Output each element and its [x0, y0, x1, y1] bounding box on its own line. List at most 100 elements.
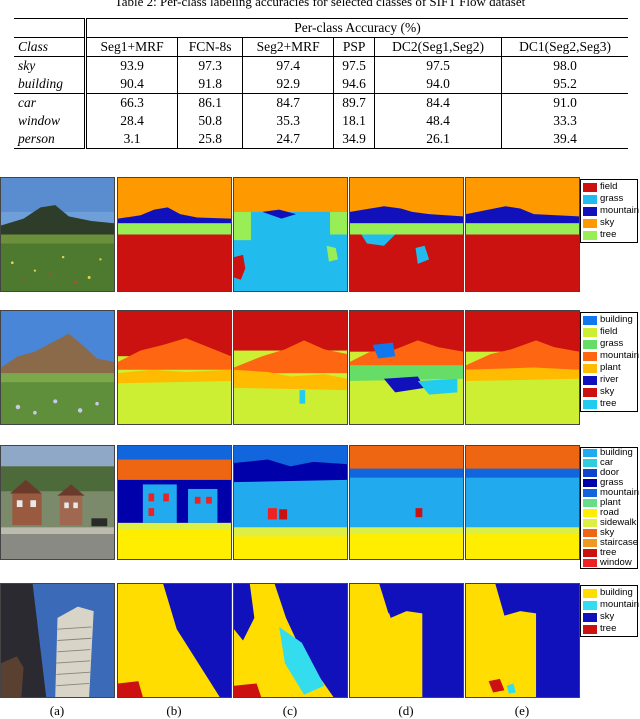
col-header-dc1: DC1(Seg2,Seg3): [501, 37, 628, 57]
legend-item: sky: [583, 528, 635, 538]
legend-item: sidewalk: [583, 518, 636, 528]
legend-item: car: [583, 458, 635, 468]
row-class: building: [14, 75, 87, 94]
legend-swatch: [583, 194, 597, 204]
cell: 97.5: [374, 56, 502, 75]
col-header-dc2: DC2(Seg1,Seg2): [374, 37, 502, 57]
legend-item: building: [583, 314, 635, 326]
legend-swatch: [583, 375, 597, 385]
cell: 34.9: [333, 130, 375, 149]
cell: 33.3: [501, 112, 628, 130]
cell: 97.4: [242, 56, 334, 75]
legend-swatch: [583, 612, 597, 622]
seg-map-e: [465, 177, 580, 292]
cell: 86.1: [177, 93, 243, 112]
legend-row-1: field grass mountain sky tree: [580, 179, 639, 243]
legend-swatch: [583, 399, 597, 409]
legend-swatch: [583, 529, 597, 537]
seg-map-d: [349, 310, 464, 425]
legend-row-2: building field grass mountain plant rive…: [580, 312, 639, 412]
cell: 25.8: [177, 130, 243, 149]
legend-item: sky: [583, 611, 635, 623]
legend-item: sky: [583, 217, 635, 229]
legend-row-3: building car door grass mountain plant r…: [580, 447, 639, 569]
legend-swatch: [583, 218, 597, 228]
panel-label-d: (d): [398, 703, 414, 718]
seg-map-c: [233, 177, 348, 292]
seg-map-c: [233, 583, 348, 698]
cell: 26.1: [374, 130, 502, 149]
cell: 66.3: [120, 95, 144, 110]
seg-map-e: [465, 310, 580, 425]
input-photo-flatirons: [0, 310, 115, 425]
legend-item: field: [583, 326, 635, 338]
legend-item: building: [583, 587, 635, 599]
cell: 92.9: [242, 75, 334, 94]
table-row: window 28.4 50.8 35.3 18.1 48.4 33.3: [14, 112, 628, 130]
panel-label-e: (e): [514, 703, 530, 718]
legend-swatch: [583, 624, 597, 634]
seg-map-c: [233, 310, 348, 425]
cell: 28.4: [120, 113, 144, 128]
cell: 97.5: [333, 56, 375, 75]
row-class: window: [14, 112, 87, 130]
legend-item: grass: [583, 478, 635, 488]
legend-swatch: [583, 351, 597, 361]
legend-item: grass: [583, 193, 635, 205]
legend-item: plant: [583, 362, 635, 374]
legend-swatch: [583, 327, 597, 337]
row-class: car: [14, 93, 87, 112]
cell: 35.3: [242, 112, 334, 130]
legend-swatch: [583, 339, 597, 349]
legend-item: door: [583, 468, 635, 478]
legend-swatch: [583, 459, 597, 467]
cell: 84.4: [374, 93, 502, 112]
legend-swatch: [583, 363, 597, 373]
cell: 94.0: [374, 75, 502, 94]
panel-label-a: (a): [49, 703, 65, 718]
legend-item: mountain: [583, 599, 639, 611]
col-header-fcn8s: FCN-8s: [177, 37, 243, 57]
legend-item: plant: [583, 498, 635, 508]
legend-swatch: [583, 549, 597, 557]
legend-item: staircase: [583, 538, 638, 548]
legend-item: field: [583, 181, 635, 193]
cell: 3.1: [85, 130, 178, 149]
legend-item: mountain: [583, 488, 639, 498]
legend-swatch: [583, 206, 597, 216]
legend-item: grass: [583, 338, 635, 350]
seg-map-e: [465, 445, 580, 560]
legend-swatch: [583, 509, 597, 517]
legend-item: mountain: [583, 205, 639, 217]
input-photo-skyscrapers: [0, 583, 115, 698]
legend-item: mountain: [583, 350, 639, 362]
seg-map-d: [349, 445, 464, 560]
seg-map-c: [233, 445, 348, 560]
cell: 50.8: [177, 112, 243, 130]
cell: 91.0: [501, 93, 628, 112]
legend-swatch: [583, 182, 597, 192]
legend-swatch: [583, 600, 597, 610]
legend-swatch: [583, 479, 597, 487]
legend-swatch: [583, 499, 597, 507]
cell: 18.1: [333, 112, 375, 130]
legend-item: window: [583, 558, 635, 568]
legend-item: building: [583, 448, 635, 458]
cell: 39.4: [501, 130, 628, 149]
accuracy-table: Per-class Accuracy (%) Class Seg1+MRF FC…: [14, 18, 628, 149]
table-row: building 90.4 91.8 92.9 94.6 94.0 95.2: [14, 75, 628, 94]
legend-item: tree: [583, 548, 635, 558]
legend-swatch: [583, 449, 597, 457]
class-header: Class: [14, 37, 87, 57]
seg-map-b: [117, 583, 232, 698]
cell: 24.7: [242, 130, 334, 149]
cell: 84.7: [242, 93, 334, 112]
header-spacer: [14, 18, 87, 38]
legend-row-4: building mountain sky tree: [580, 585, 639, 637]
cell: 48.4: [374, 112, 502, 130]
legend-swatch: [583, 315, 597, 325]
seg-map-b: [117, 310, 232, 425]
table-row: car 66.3 86.1 84.7 89.7 84.4 91.0: [14, 93, 628, 112]
cell: 94.6: [333, 75, 375, 94]
cell: 93.9: [120, 58, 144, 73]
